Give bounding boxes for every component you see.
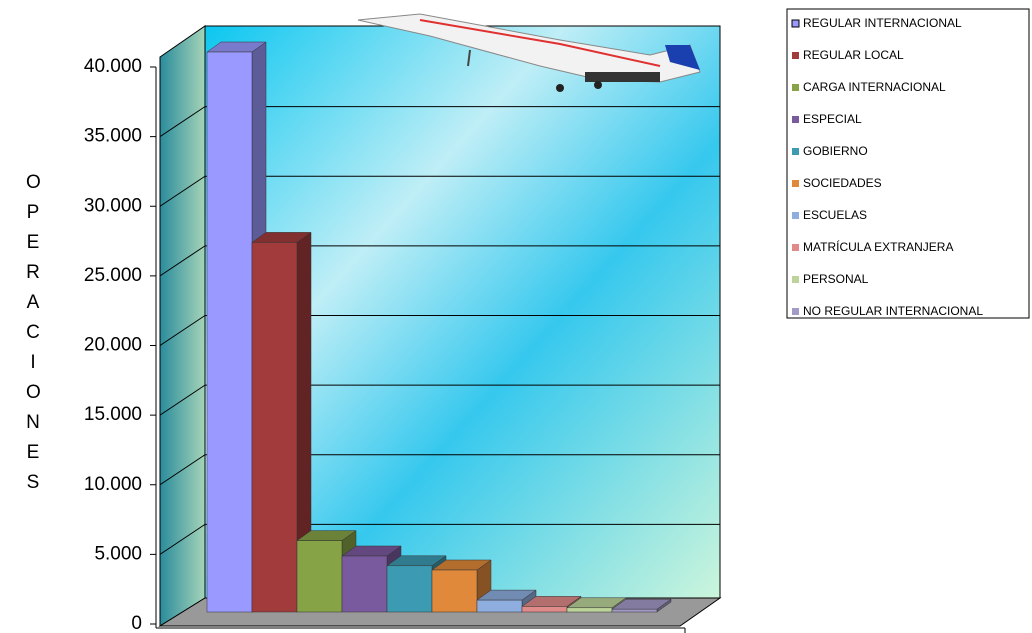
bar xyxy=(296,540,343,613)
y-tick-label: 5.000 xyxy=(94,543,142,564)
legend-box xyxy=(786,8,1030,319)
y-tick-label: 35.000 xyxy=(84,126,142,147)
grid-line-side xyxy=(159,245,206,277)
legend-swatch xyxy=(792,148,799,155)
legend-label: NO REGULAR INTERNACIONAL xyxy=(803,304,983,318)
y-tick-label: 40.000 xyxy=(84,56,142,77)
legend-swatch xyxy=(792,308,799,315)
legend-swatch xyxy=(792,52,799,59)
grid-line-side xyxy=(159,106,206,138)
bar xyxy=(566,607,613,613)
legend-label: PERSONAL xyxy=(803,272,869,286)
bar xyxy=(251,242,298,613)
legend-label: ESPECIAL xyxy=(803,112,862,126)
bar xyxy=(476,599,523,613)
legend-swatch xyxy=(792,276,799,283)
y-tick-label: 20.000 xyxy=(84,335,142,356)
legend-label: REGULAR LOCAL xyxy=(803,48,904,62)
bar xyxy=(521,606,568,613)
side-wall xyxy=(159,25,206,627)
y-tick-label: 0 xyxy=(131,613,142,633)
bar xyxy=(431,569,478,613)
legend-swatch xyxy=(792,116,799,123)
legend-swatch xyxy=(792,84,799,91)
legend-swatch xyxy=(792,180,799,187)
legend-label: CARGA INTERNACIONAL xyxy=(803,80,946,94)
legend-swatch xyxy=(792,244,799,251)
legend-label: MATRÍCULA EXTRANJERA xyxy=(803,239,953,254)
y-axis-label: OPERACIONES xyxy=(26,172,41,493)
bar xyxy=(611,608,658,613)
y-tick-label: 25.000 xyxy=(84,265,142,286)
legend-label: REGULAR INTERNACIONAL xyxy=(803,16,962,30)
legend-label: GOBIERNO xyxy=(803,144,868,158)
grid-line-side xyxy=(159,384,206,416)
y-tick-label: 30.000 xyxy=(84,195,142,216)
legend-label: ESCUELAS xyxy=(803,208,867,222)
grid-line-side xyxy=(159,454,206,486)
grid-line-side xyxy=(159,315,206,346)
legend-label: SOCIEDADES xyxy=(803,176,882,190)
legend-swatch xyxy=(792,212,799,219)
grid-line-side xyxy=(159,523,206,555)
bar xyxy=(386,565,433,613)
legend-swatch xyxy=(791,19,800,28)
y-tick-label: 15.000 xyxy=(84,404,142,425)
plane xyxy=(357,13,701,92)
bar xyxy=(341,555,388,613)
grid-line-side xyxy=(159,175,206,207)
bar xyxy=(206,51,253,613)
y-tick-label: 10.000 xyxy=(84,474,142,495)
